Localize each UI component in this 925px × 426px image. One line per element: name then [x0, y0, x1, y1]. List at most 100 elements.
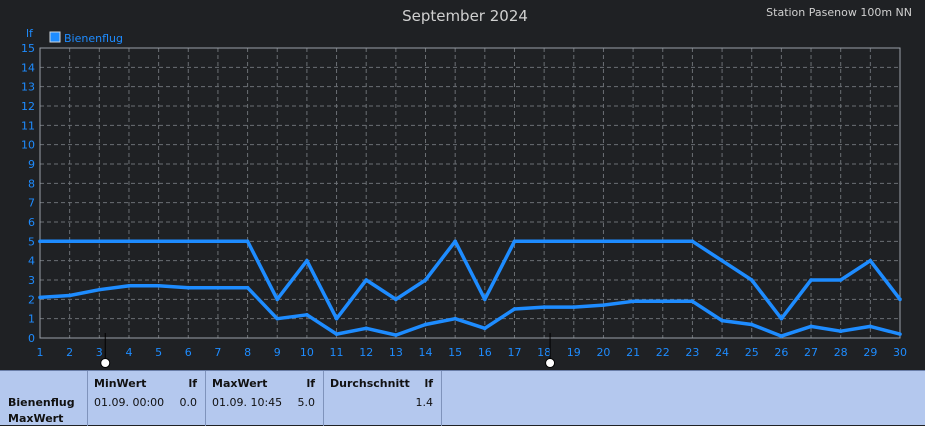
max-value: 5.0 — [297, 396, 316, 409]
data-point — [245, 285, 250, 290]
x-tick-label: 11 — [330, 346, 344, 359]
row-label-kind: MaxWert — [8, 412, 64, 425]
data-point — [838, 329, 843, 334]
x-tick-label: 28 — [834, 346, 848, 359]
data-point — [275, 297, 280, 302]
data-point — [216, 239, 220, 244]
x-axis: 1 2 3 4 5 6 7 8 9 10 11 12 13 14 15 16 17 18 19 20 21 22 23 24 2… — [37, 346, 908, 359]
data-point — [67, 293, 72, 298]
x-tick-label: 10 — [300, 346, 314, 359]
data-point — [631, 239, 635, 244]
x-tick-label: 15 — [448, 346, 462, 359]
data-point — [423, 322, 428, 327]
x-tick-label: 1 — [37, 346, 44, 359]
row-label-series: Bienenflug — [8, 396, 75, 409]
data-point — [334, 332, 339, 336]
data-point — [453, 239, 457, 244]
series-line-2 — [39, 284, 901, 338]
data-point — [571, 239, 576, 244]
plot-border — [39, 47, 901, 339]
x-tick-label: 20 — [596, 346, 610, 359]
data-point — [67, 239, 72, 244]
min-column: MinWert lf 01.09. 00:00 0.0 — [88, 371, 206, 426]
series-line-1 — [40, 239, 902, 321]
min-date: 01.09. 00:00 — [94, 396, 165, 409]
x-tick-label: 18 — [537, 346, 551, 359]
x-tick-label: 12 — [359, 346, 373, 359]
y-tick-label: 1 — [28, 313, 35, 326]
data-point — [394, 333, 398, 337]
marker-1[interactable] — [100, 358, 111, 368]
y-tick-label: 0 — [28, 332, 35, 345]
data-point — [631, 299, 635, 304]
data-point — [542, 305, 546, 309]
y-axis-unit-label: lf — [26, 27, 34, 40]
data-point — [660, 299, 665, 304]
data-point — [186, 239, 191, 244]
x-tick-label: 5 — [155, 346, 162, 359]
y-tick-label: 13 — [21, 81, 35, 94]
chart-area: September 2024 Station Pasenow 100m NN l… — [21, 6, 912, 368]
max-date: 01.09. 10:45 — [212, 396, 283, 409]
y-tick-label: 9 — [28, 158, 35, 171]
marker-2[interactable] — [545, 358, 556, 368]
station-label: Station Pasenow 100m NN — [766, 6, 912, 19]
data-point — [97, 287, 102, 292]
data-point — [483, 326, 487, 331]
data-point — [305, 313, 309, 317]
data-point — [779, 316, 784, 321]
chart-svg: September 2024 Station Pasenow 100m NN l… — [21, 6, 912, 368]
y-tick-label: 2 — [28, 293, 35, 306]
min-value: 0.0 — [179, 396, 198, 409]
y-tick-label: 8 — [28, 177, 35, 190]
y-tick-label: 4 — [28, 255, 35, 268]
data-point — [898, 332, 902, 336]
x-tick-label: 8 — [244, 346, 251, 359]
avg-header: Durchschnitt — [330, 377, 410, 390]
data-point — [483, 297, 487, 302]
data-point — [512, 239, 517, 244]
x-tick-label: 24 — [715, 346, 729, 359]
x-tick-label: 26 — [774, 346, 788, 359]
data-point — [542, 239, 546, 244]
series-group — [38, 239, 902, 338]
avg-column: Durchschnitt lf 1.4 — [324, 371, 442, 426]
data-point — [868, 324, 873, 329]
data-point — [127, 284, 131, 288]
legend-swatch — [49, 31, 61, 43]
max-header: MaxWert — [212, 377, 268, 390]
data-point — [38, 239, 42, 244]
x-tick-label: 23 — [685, 346, 699, 359]
x-tick-label: 4 — [125, 346, 132, 359]
data-point — [156, 284, 161, 288]
data-point — [838, 278, 843, 282]
max-unit: lf — [306, 377, 315, 390]
x-tick-label: 3 — [96, 346, 103, 359]
data-point — [601, 239, 606, 244]
x-tick-label: 9 — [274, 346, 281, 359]
data-point — [898, 297, 902, 302]
y-tick-label: 6 — [28, 216, 35, 229]
avg-unit: lf — [424, 377, 433, 390]
data-point — [245, 239, 250, 244]
data-point — [809, 324, 813, 329]
stats-panel: Bienenflug MaxWert MinWert lf 01.09. 00:… — [0, 370, 925, 426]
data-point — [690, 299, 695, 304]
data-point — [394, 297, 398, 302]
y-tick-label: 11 — [21, 119, 35, 132]
x-tick-label: 17 — [507, 346, 521, 359]
max-column: MaxWert lf 01.09. 10:45 5.0 — [206, 371, 324, 426]
legend-label: Bienenflug — [64, 32, 123, 45]
data-point — [809, 278, 813, 282]
data-point — [364, 278, 369, 282]
data-point — [749, 322, 754, 327]
data-point — [720, 318, 724, 323]
y-tick-label: 3 — [28, 274, 35, 287]
data-point — [868, 258, 873, 263]
y-tick-label: 10 — [21, 139, 35, 152]
data-point — [453, 316, 457, 321]
data-point — [97, 239, 102, 244]
y-tick-label: 7 — [28, 197, 35, 210]
x-tick-label: 25 — [745, 346, 759, 359]
